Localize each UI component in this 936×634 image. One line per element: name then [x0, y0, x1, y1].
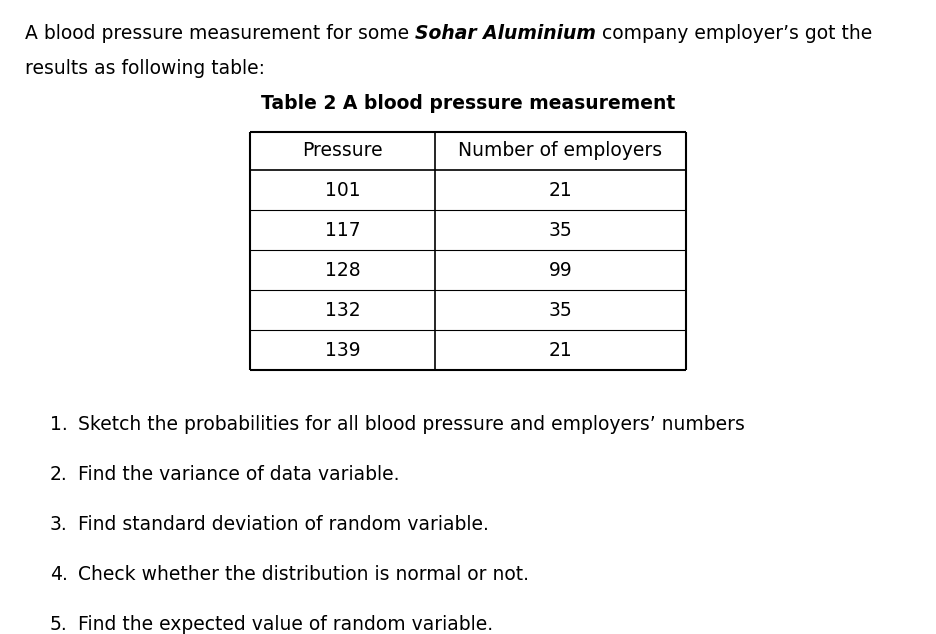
- Text: 35: 35: [548, 221, 573, 240]
- Text: company employer’s got the: company employer’s got the: [596, 24, 872, 43]
- Text: 1.: 1.: [50, 415, 67, 434]
- Text: Sohar Aluminium: Sohar Aluminium: [416, 24, 596, 43]
- Text: Find standard deviation of random variable.: Find standard deviation of random variab…: [78, 515, 489, 534]
- Text: results as following table:: results as following table:: [25, 59, 265, 78]
- Text: 2.: 2.: [50, 465, 67, 484]
- Text: 139: 139: [325, 340, 360, 359]
- Text: 128: 128: [325, 261, 360, 280]
- Text: 132: 132: [325, 301, 360, 320]
- Text: 117: 117: [325, 221, 360, 240]
- Text: 99: 99: [548, 261, 573, 280]
- Text: Pressure: Pressure: [302, 141, 383, 160]
- Text: Table 2 A blood pressure measurement: Table 2 A blood pressure measurement: [261, 94, 675, 113]
- Text: Number of employers: Number of employers: [459, 141, 663, 160]
- Text: Sketch the probabilities for all blood pressure and employers’ numbers: Sketch the probabilities for all blood p…: [78, 415, 745, 434]
- Text: 35: 35: [548, 301, 573, 320]
- Text: 101: 101: [325, 181, 360, 200]
- Text: 3.: 3.: [50, 515, 67, 534]
- Text: Check whether the distribution is normal or not.: Check whether the distribution is normal…: [78, 565, 529, 584]
- Text: 4.: 4.: [50, 565, 68, 584]
- Text: 21: 21: [548, 181, 573, 200]
- Text: A blood pressure measurement for some: A blood pressure measurement for some: [25, 24, 416, 43]
- Text: Find the expected value of random variable.: Find the expected value of random variab…: [78, 615, 493, 634]
- Text: Find the variance of data variable.: Find the variance of data variable.: [78, 465, 400, 484]
- Text: 5.: 5.: [50, 615, 67, 634]
- Text: 21: 21: [548, 340, 573, 359]
